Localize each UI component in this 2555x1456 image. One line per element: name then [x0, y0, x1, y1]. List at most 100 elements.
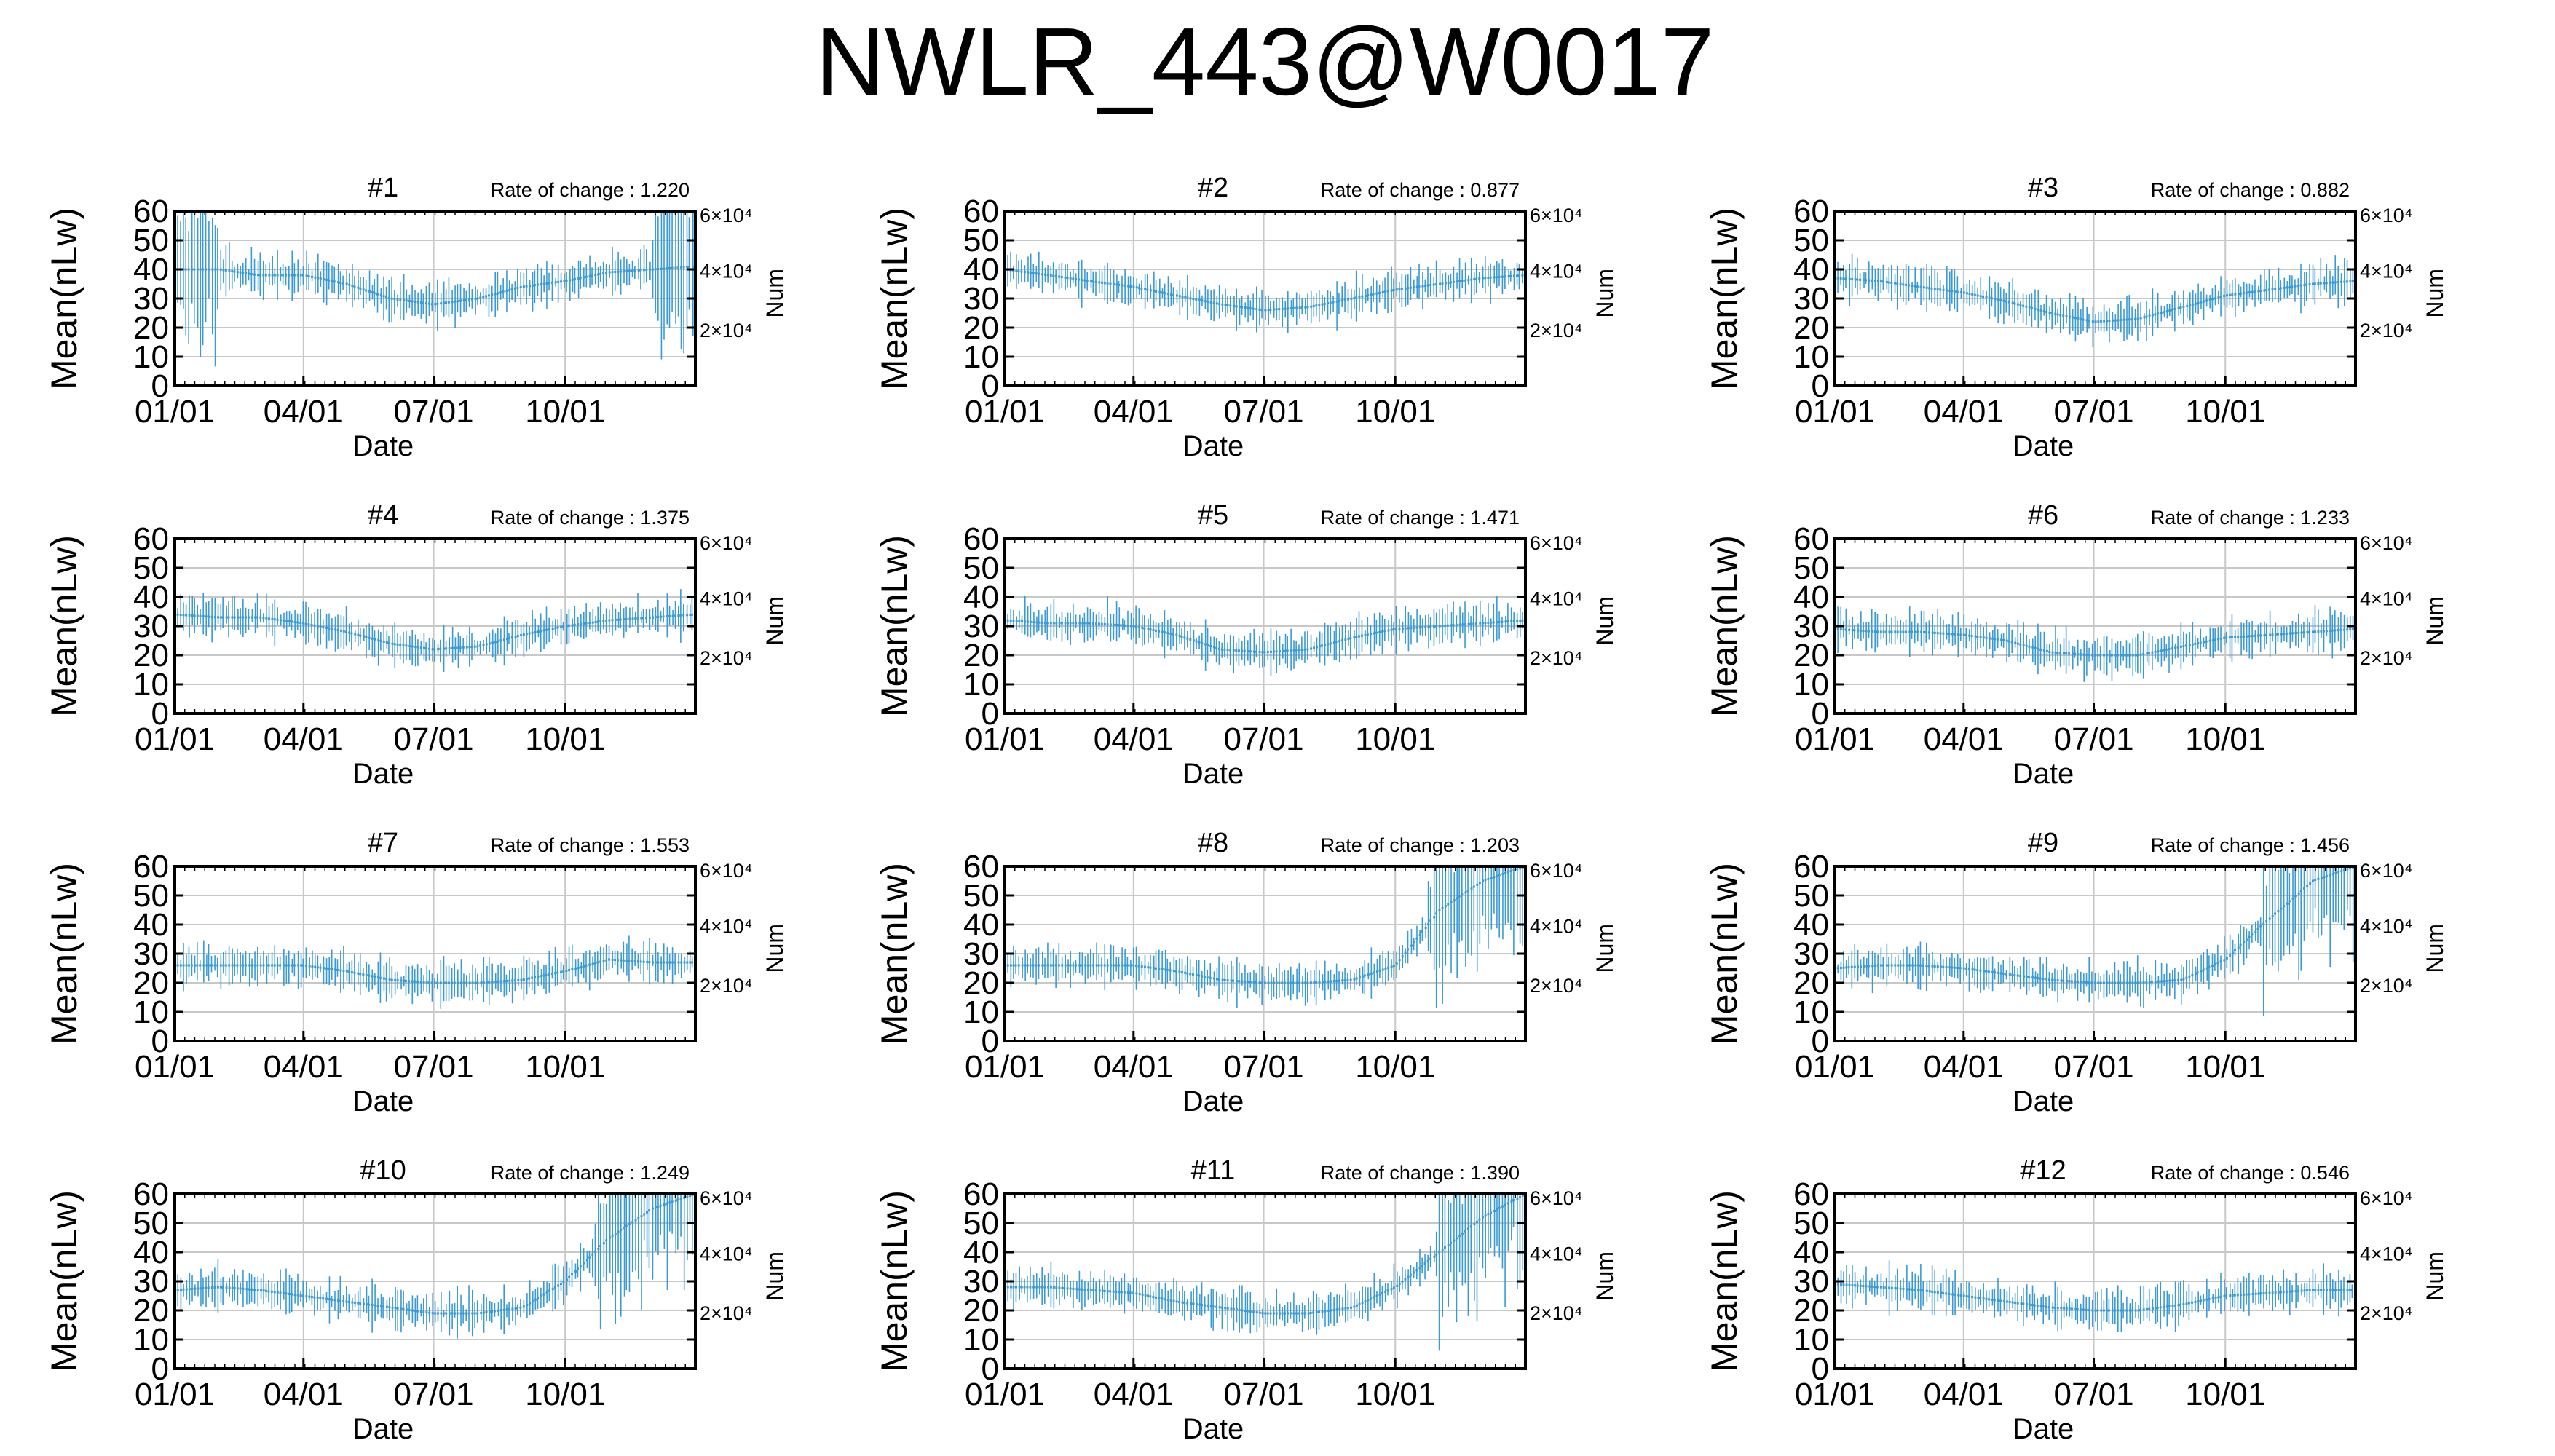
data-point — [342, 1299, 345, 1302]
data-point — [1857, 965, 1860, 968]
data-point — [1498, 620, 1501, 623]
data-point — [2251, 635, 2254, 638]
data-point — [1435, 625, 1438, 628]
data-point — [1183, 636, 1186, 639]
data-point — [2251, 290, 2254, 293]
data-point — [323, 278, 325, 281]
data-point — [691, 961, 694, 964]
data-point — [1106, 964, 1109, 967]
data-point — [233, 616, 236, 619]
y-tick-label: 50 — [133, 550, 169, 586]
data-point — [2011, 973, 2014, 976]
data-point — [2120, 319, 2122, 322]
data-point — [674, 961, 676, 964]
data-point — [1881, 964, 1884, 967]
data-point — [1298, 306, 1301, 309]
data-point — [514, 636, 517, 638]
data-point — [1135, 965, 1138, 968]
data-point — [1203, 976, 1206, 978]
data-point — [505, 290, 508, 293]
data-point — [265, 964, 268, 967]
data-point — [1043, 273, 1046, 276]
data-point — [1027, 620, 1030, 623]
data-point — [2294, 285, 2297, 288]
data-point — [1306, 648, 1309, 651]
data-point — [1994, 638, 1997, 641]
data-point — [388, 978, 391, 981]
data-point — [473, 645, 476, 648]
data-point — [1072, 277, 1075, 280]
data-point — [271, 274, 274, 277]
data-point — [1501, 620, 1504, 623]
data-point — [403, 979, 406, 982]
data-point — [2090, 981, 2093, 984]
data-point — [1962, 633, 1965, 636]
data-point — [296, 274, 299, 277]
data-point — [634, 617, 637, 620]
data-point — [1232, 649, 1235, 652]
data-point — [550, 281, 553, 284]
data-point — [1378, 630, 1381, 633]
data-point — [374, 638, 376, 641]
data-point — [1890, 282, 1893, 285]
data-point — [231, 270, 234, 273]
data-point — [1129, 964, 1132, 967]
data-point — [2097, 320, 2100, 323]
data-point — [406, 1308, 408, 1311]
data-point — [1896, 630, 1899, 633]
data-point — [1175, 294, 1178, 297]
data-point — [433, 648, 436, 651]
data-point — [1012, 269, 1015, 272]
y-tick-label: 40 — [133, 907, 169, 943]
data-point — [1370, 293, 1373, 296]
data-point — [2082, 981, 2085, 984]
data-point — [245, 272, 248, 274]
data-point — [2111, 319, 2114, 322]
data-point — [2240, 292, 2243, 295]
y-tick-label: 30 — [963, 281, 999, 317]
y-tick-label: 30 — [133, 609, 169, 644]
y-axis-label: Mean(nLw) — [874, 863, 915, 1045]
data-point — [202, 268, 205, 271]
data-point — [187, 268, 190, 271]
data-point — [2113, 981, 2116, 984]
data-point — [1322, 981, 1324, 984]
data-point — [2312, 630, 2315, 633]
data-point — [2094, 981, 2097, 984]
data-point — [1504, 871, 1507, 874]
data-point — [1446, 624, 1449, 627]
data-point — [1421, 285, 1424, 288]
data-point — [686, 961, 689, 964]
data-point — [228, 964, 231, 967]
data-point — [666, 961, 668, 964]
data-point — [2022, 644, 2025, 646]
data-point — [2325, 630, 2328, 633]
x-tick-label: 04/01 — [264, 394, 344, 430]
data-point — [357, 633, 360, 636]
data-point — [374, 976, 376, 978]
data-point — [2065, 652, 2068, 654]
x-axis-label: Date — [2013, 430, 2074, 462]
data-point — [2217, 296, 2220, 299]
data-point — [1174, 970, 1177, 973]
data-point — [1172, 969, 1175, 972]
data-point — [1212, 977, 1215, 980]
data-point — [1914, 964, 1917, 967]
data-point — [182, 964, 185, 967]
data-point — [2045, 649, 2048, 652]
data-point — [1991, 637, 1994, 640]
data-point — [1394, 628, 1397, 630]
data-point — [1281, 981, 1284, 984]
data-series — [1835, 253, 2355, 347]
data-point — [1069, 622, 1072, 625]
data-point — [1474, 622, 1477, 625]
data-point — [1226, 649, 1229, 652]
data-point — [339, 1299, 341, 1302]
data-point — [2034, 976, 2037, 979]
data-point — [1086, 622, 1089, 625]
data-point — [1103, 622, 1106, 625]
data-point — [1178, 970, 1181, 973]
data-point — [1504, 275, 1506, 278]
data-point — [447, 301, 450, 304]
